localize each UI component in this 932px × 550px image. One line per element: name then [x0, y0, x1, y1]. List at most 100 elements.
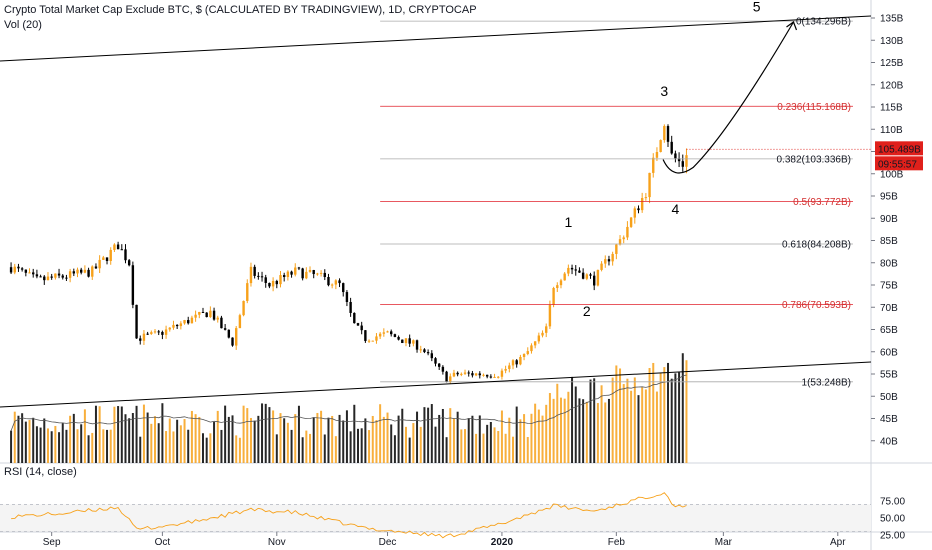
volume-bar [139, 436, 142, 463]
time-tick-label: Sep [43, 537, 61, 548]
candle-body [290, 271, 293, 275]
candle-body [504, 368, 507, 371]
candle-body [378, 333, 382, 337]
candle-body [511, 360, 515, 366]
time-axis: Sep Oct Nov Dec 2020 Feb Mar Apr [43, 532, 846, 548]
volume-bar [209, 433, 212, 463]
volume-indicator-label[interactable]: Vol (20) [4, 19, 42, 31]
candle-body [533, 341, 537, 346]
candle-body [615, 244, 618, 254]
price-tick-label: 60B [880, 347, 898, 358]
candle-body [356, 323, 360, 326]
volume-bar [685, 360, 688, 463]
volume-bar [530, 413, 533, 463]
price-axis: 135B130B125B120B115B110B105B100B95B90B85… [686, 14, 923, 447]
rsi-line [11, 492, 687, 539]
candle-body [670, 141, 673, 154]
volume-bar [497, 431, 500, 463]
candle-body [342, 283, 345, 293]
volume-bar [644, 389, 647, 463]
volume-bar [471, 415, 474, 463]
volume-bar [523, 414, 526, 463]
candle-body [120, 249, 123, 251]
candle-body [46, 276, 50, 281]
volume-bar [482, 433, 485, 463]
volume-bar [320, 410, 323, 463]
volume-bar [187, 429, 190, 463]
fibonacci-retracement: 0(134.296B) 0.236(115.168B) 0.382(103.336B… [380, 17, 853, 388]
candle-body [412, 340, 415, 344]
candle-body [316, 273, 319, 275]
volume-bar [416, 411, 419, 463]
volume-bar [224, 405, 227, 463]
last-price-value: 105.489B [878, 144, 921, 155]
volume-bar [286, 422, 289, 463]
candle-body [157, 331, 160, 333]
candle-body [652, 157, 655, 173]
fib-level-label: 1(53.248B) [802, 377, 851, 388]
volume-bar [80, 424, 83, 463]
bar-countdown: 09:55:57 [878, 159, 917, 170]
candle-body [257, 275, 260, 277]
candle-body [574, 269, 577, 271]
volume-bar [652, 362, 655, 463]
candle-body [537, 335, 541, 342]
candle-body [98, 259, 101, 269]
rsi-indicator-label[interactable]: RSI (14, close) [4, 466, 77, 478]
wave-label-1: 1 [564, 214, 572, 230]
volume-bar [294, 414, 297, 463]
wave-label-5: 5 [753, 0, 761, 14]
volume-bar [261, 403, 264, 463]
volume-bar [368, 430, 371, 463]
candle-body [493, 376, 496, 378]
candle-body [408, 338, 411, 344]
volume-bar [626, 378, 629, 463]
price-tick-label: 65B [880, 325, 898, 336]
last-price-tag [875, 141, 923, 156]
price-tick-label: 50B [880, 392, 898, 403]
candle-body [522, 354, 526, 358]
volume-bar [419, 426, 422, 463]
volume-bar [567, 391, 570, 463]
time-tick-label: Feb [608, 537, 626, 548]
volume-bar [434, 426, 437, 463]
candle-body [39, 276, 42, 278]
candle-body [640, 198, 644, 211]
volume-bar [622, 384, 625, 463]
candle-body [323, 272, 326, 278]
candle-body [43, 276, 46, 281]
candle-body [452, 372, 456, 377]
candle-body [127, 260, 131, 266]
candle-body [172, 324, 175, 328]
candle-body [456, 372, 459, 375]
candle-body [482, 374, 485, 376]
candle-body [607, 259, 611, 262]
volume-bar [441, 408, 444, 463]
candle-body [526, 351, 529, 355]
candle-body [460, 373, 463, 375]
volume-bar [493, 427, 496, 463]
time-tick-label: Apr [830, 537, 846, 548]
volume-bar [655, 391, 658, 463]
candle-body [508, 365, 511, 369]
volume-bar [574, 386, 577, 463]
volume-bar [253, 420, 256, 463]
volume-bar [663, 367, 666, 463]
volume-bar [131, 413, 134, 463]
volume-bar [165, 431, 168, 463]
candle-body [404, 338, 408, 344]
candle-body [515, 360, 518, 365]
candle-body [349, 301, 352, 313]
volume-bar [205, 437, 208, 463]
volume-bar [120, 406, 123, 463]
volume-bar [571, 376, 574, 463]
candle-body [231, 337, 234, 346]
candle-body [35, 274, 39, 277]
volume-bar [375, 420, 378, 463]
candle-body [663, 126, 666, 141]
candle-body [419, 349, 422, 351]
volume-bar [65, 429, 68, 463]
candle-body [330, 284, 334, 286]
volume-bar [69, 415, 72, 463]
